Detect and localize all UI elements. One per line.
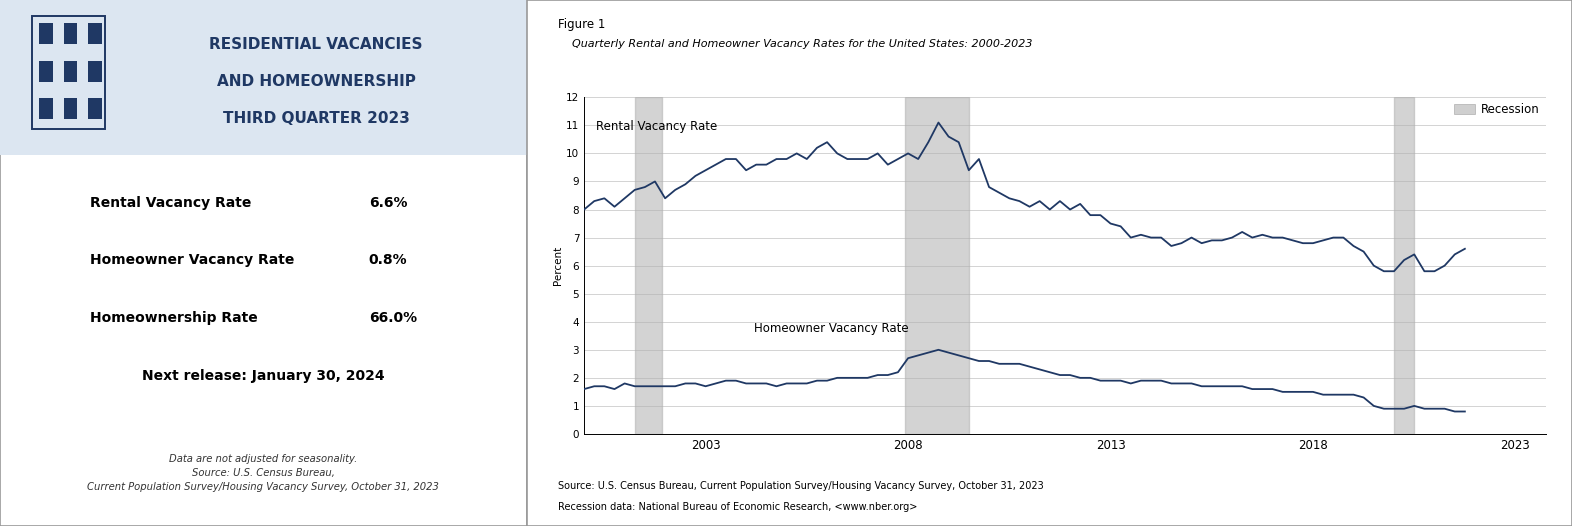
Bar	[39, 23, 53, 44]
Text: Source: U.S. Census Bureau, Current Population Survey/Housing Vacancy Survey, Oc: Source: U.S. Census Bureau, Current Popu…	[558, 481, 1044, 491]
Text: AND HOMEOWNERSHIP: AND HOMEOWNERSHIP	[217, 74, 415, 89]
Text: Rental Vacancy Rate: Rental Vacancy Rate	[90, 196, 252, 209]
Text: RESIDENTIAL VACANCIES: RESIDENTIAL VACANCIES	[209, 37, 423, 52]
Text: Data are not adjusted for seasonality.
Source: U.S. Census Bureau,
Current Popul: Data are not adjusted for seasonality. S…	[88, 454, 439, 492]
Text: 66.0%: 66.0%	[368, 311, 417, 325]
Bar	[31, 16, 105, 129]
Bar	[39, 98, 53, 119]
Text: 0.8%: 0.8%	[368, 254, 407, 267]
Text: 6.6%: 6.6%	[368, 196, 407, 209]
Legend: Recession: Recession	[1454, 103, 1541, 116]
Text: THIRD QUARTER 2023: THIRD QUARTER 2023	[223, 111, 409, 126]
Bar	[635, 97, 662, 434]
Bar	[88, 61, 102, 82]
Bar	[88, 23, 102, 44]
Bar	[64, 23, 77, 44]
Text: Quarterly Rental and Homeowner Vacancy Rates for the United States: 2000-2023: Quarterly Rental and Homeowner Vacancy R…	[558, 39, 1033, 49]
Text: Next release: January 30, 2024: Next release: January 30, 2024	[141, 369, 385, 383]
Bar	[39, 61, 53, 82]
Text: Homeowner Vacancy Rate: Homeowner Vacancy Rate	[90, 254, 294, 267]
Text: Rental Vacancy Rate: Rental Vacancy Rate	[596, 119, 717, 133]
Bar	[0, 0, 527, 155]
Bar	[64, 98, 77, 119]
Bar	[88, 98, 102, 119]
Bar	[64, 61, 77, 82]
Y-axis label: Percent: Percent	[553, 246, 563, 285]
Text: Recession data: National Bureau of Economic Research, <www.nber.org>: Recession data: National Bureau of Econo…	[558, 502, 918, 512]
Bar	[1394, 97, 1415, 434]
Text: Homeownership Rate: Homeownership Rate	[90, 311, 258, 325]
Text: Figure 1: Figure 1	[558, 18, 605, 32]
Text: Homeowner Vacancy Rate: Homeowner Vacancy Rate	[755, 321, 909, 335]
Bar	[905, 97, 968, 434]
